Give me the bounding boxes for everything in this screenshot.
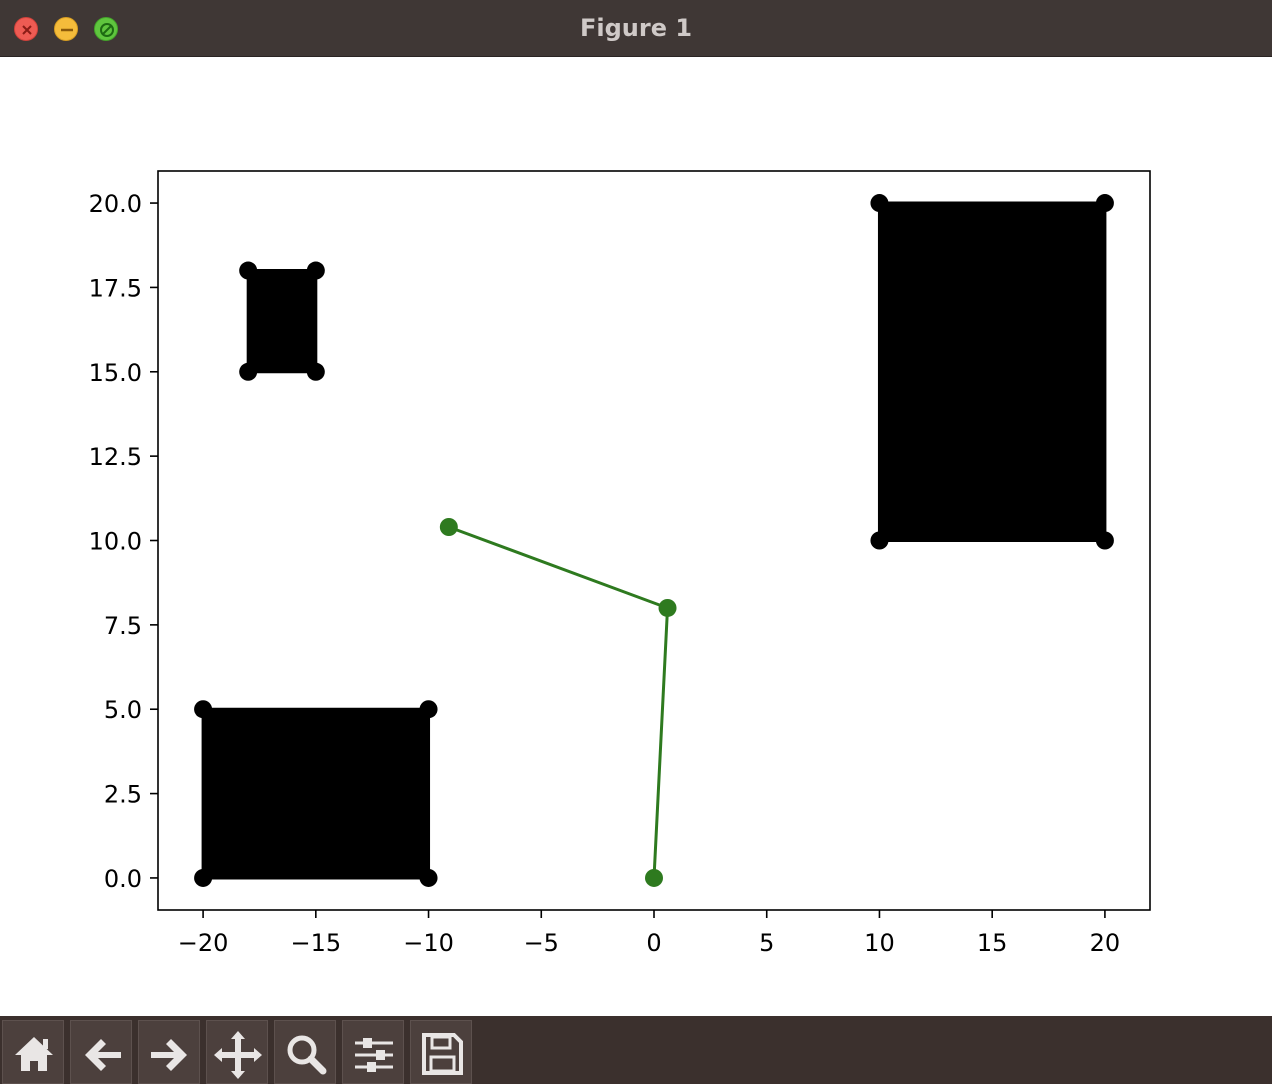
y-tick-label: 5.0: [104, 696, 142, 724]
title-bar: Figure 1: [0, 0, 1272, 57]
y-tick-label: 17.5: [89, 274, 142, 302]
plot-area[interactable]: −20 −15 −10 −5 0 5 10 15 20 0.0 2.5 5.0 7.5 10.0 12.5 1…: [0, 57, 1272, 1016]
obstacle-2-vertex-3: [306, 261, 325, 280]
move-icon: [214, 1031, 262, 1079]
x-tick-label: 0: [646, 929, 661, 957]
zoom-button[interactable]: [274, 1020, 336, 1084]
y-tick-label: 15.0: [89, 359, 142, 387]
close-window-button[interactable]: [14, 17, 38, 41]
x-tick-label: −15: [290, 929, 341, 957]
obstacle-2-vertex-2: [306, 362, 325, 381]
minimize-window-button[interactable]: [54, 17, 78, 41]
navigation-toolbar: [0, 1016, 1272, 1084]
figure-canvas[interactable]: −20 −15 −10 −5 0 5 10 15 20 0.0 2.5 5.0 7.5 10.0 12.5 1…: [0, 57, 1272, 1016]
obstacle-rectangle-3: [877, 201, 1107, 542]
y-tick-label: 20.0: [89, 190, 142, 218]
configure-subplots-button[interactable]: [342, 1020, 404, 1084]
pan-button[interactable]: [206, 1020, 268, 1084]
obstacle-rectangle-2: [246, 269, 318, 374]
home-icon: [15, 1037, 53, 1071]
magnifier-icon: [287, 1035, 327, 1075]
y-tick-label: 12.5: [89, 443, 142, 471]
x-tick-label: 10: [864, 929, 895, 957]
floppy-disk-icon: [422, 1033, 463, 1075]
obstacle-1-vertex-2: [419, 868, 438, 887]
window-title: Figure 1: [579, 14, 693, 42]
fullscreen-icon: [100, 23, 114, 37]
sliders-icon: [355, 1038, 393, 1072]
zoom-window-button[interactable]: [94, 17, 118, 41]
close-icon: [22, 25, 32, 35]
obstacle-3-vertex-4: [870, 194, 889, 213]
back-button[interactable]: [70, 1020, 132, 1084]
home-button[interactable]: [2, 1020, 64, 1084]
obstacle-1-vertex-3: [419, 700, 438, 719]
x-tick-label: −20: [178, 929, 229, 957]
path-point-1: [645, 868, 663, 887]
obstacle-3-vertex-1: [870, 531, 889, 550]
x-tick-label: 5: [759, 929, 774, 957]
path-point-3: [439, 518, 458, 537]
obstacle-2-vertex-4: [239, 261, 258, 280]
x-tick-label: −10: [403, 929, 454, 957]
path-line: [448, 525, 670, 879]
y-tick-label: 7.5: [104, 612, 142, 640]
y-tick-label: 0.0: [104, 865, 142, 893]
x-tick-label: 20: [1090, 929, 1121, 957]
y-tick-label: 10.0: [89, 528, 142, 556]
obstacle-2-vertex-1: [239, 362, 258, 381]
arrow-right-icon: [151, 1039, 187, 1071]
obstacle-1-vertex-1: [194, 868, 213, 887]
obstacle-rectangle-1: [201, 707, 431, 880]
obstacle-1-vertex-4: [194, 700, 213, 719]
arrow-left-icon: [85, 1039, 121, 1071]
forward-button[interactable]: [138, 1020, 200, 1084]
y-tick-label: 2.5: [104, 781, 142, 809]
path-point-2: [658, 598, 677, 617]
minimize-icon: [61, 28, 73, 32]
x-tick-label: 15: [977, 929, 1008, 957]
obstacle-3-vertex-2: [1095, 531, 1114, 550]
save-button[interactable]: [410, 1020, 472, 1084]
obstacle-3-vertex-3: [1095, 194, 1114, 213]
x-tick-label: −5: [524, 929, 559, 957]
